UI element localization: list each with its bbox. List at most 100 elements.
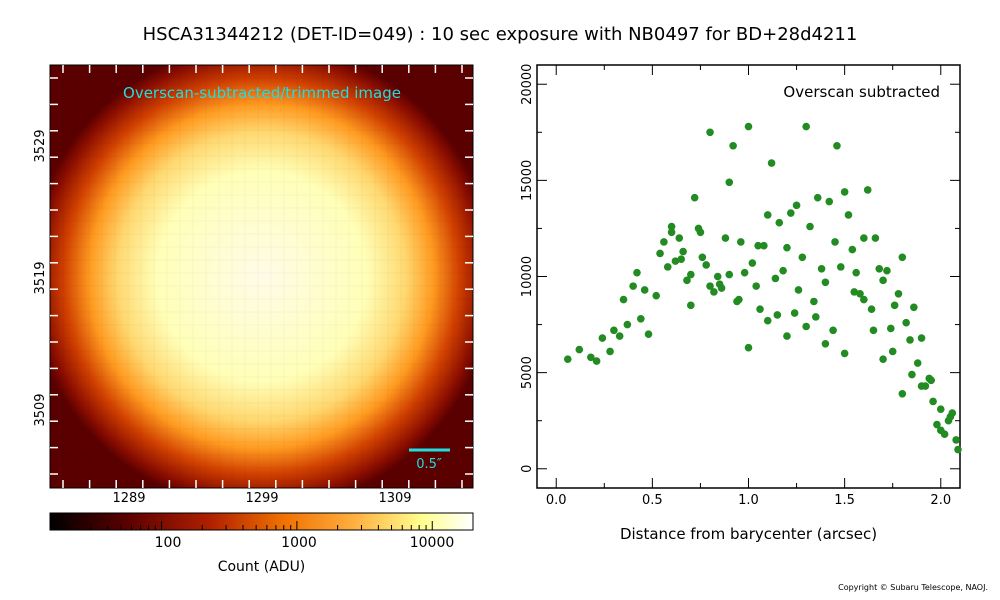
scatter-point xyxy=(821,339,830,348)
image-y-tick-3509: 3509 xyxy=(33,393,48,426)
colorbar-tick-10000: 10000 xyxy=(410,535,455,551)
scatter-point xyxy=(667,222,676,231)
scatter-point xyxy=(744,122,753,131)
scatter-point xyxy=(633,268,641,277)
scatter-point xyxy=(637,315,645,323)
scatter-point xyxy=(863,186,872,194)
y-tick-label: 15000 xyxy=(520,160,535,201)
scatter-point xyxy=(760,241,768,250)
image-frame xyxy=(49,64,474,489)
scatter-point xyxy=(883,266,891,275)
scatter-point xyxy=(735,295,743,304)
scatter-point xyxy=(698,253,707,262)
scatter-point xyxy=(821,278,830,287)
scatter-point xyxy=(867,305,876,313)
scatter-point xyxy=(740,268,749,277)
scatter-point xyxy=(879,355,887,363)
scatter-point xyxy=(840,188,849,196)
scatter-point xyxy=(886,324,895,333)
colorbar-gradient xyxy=(49,512,474,531)
scatter-point xyxy=(856,290,864,298)
scatter-point xyxy=(683,276,691,285)
scatter-point xyxy=(910,303,918,312)
scatter-point xyxy=(810,297,818,306)
scatter-point xyxy=(954,445,962,454)
image-x-tick-1309: 1309 xyxy=(378,491,411,506)
scatter-point xyxy=(833,141,841,150)
scatter-point xyxy=(615,332,624,340)
scatter-point xyxy=(825,197,834,206)
scatter-point xyxy=(779,266,787,275)
y-tick-label: 10000 xyxy=(520,256,535,297)
scatter-point xyxy=(946,413,955,421)
scatter-point xyxy=(598,334,607,342)
scatter-point xyxy=(913,359,922,367)
image-x-tick-1289: 1289 xyxy=(112,491,145,506)
scatter-point xyxy=(771,274,780,283)
scatter-point xyxy=(675,234,684,242)
scatter-point xyxy=(587,353,595,362)
scatter-point xyxy=(811,313,820,321)
scatter-point xyxy=(906,336,914,344)
scatter-point xyxy=(936,405,945,413)
scatter-point xyxy=(783,332,791,340)
scatter-point xyxy=(898,389,907,398)
scatter-point xyxy=(852,268,860,277)
scatter-point xyxy=(927,376,935,385)
image-label: Overscan-subtracted/trimmed image xyxy=(123,84,401,102)
x-tick-label: 2.0 xyxy=(930,493,951,508)
x-axis-label: Distance from barycenter (arcsec) xyxy=(619,525,878,543)
scatter-point xyxy=(663,263,672,271)
scatter-point xyxy=(767,159,776,167)
scatter-point xyxy=(908,370,916,379)
scatter-point xyxy=(706,128,714,137)
scatter-point xyxy=(721,234,730,242)
scatter-point xyxy=(952,436,960,444)
scale-bar-label: 0.5″ xyxy=(416,457,442,472)
pixel-grid xyxy=(50,65,473,488)
scatter-point xyxy=(869,326,878,335)
scatter-point xyxy=(713,272,722,281)
scatter-point xyxy=(679,247,687,256)
scatter-point xyxy=(606,347,614,356)
colorbar-tick-100: 100 xyxy=(155,535,182,551)
scatter-point xyxy=(798,253,807,262)
scatter-point xyxy=(888,347,897,356)
scatter-point xyxy=(623,320,632,329)
scatter-point xyxy=(752,282,760,290)
image-x-tick-1299: 1299 xyxy=(245,491,278,506)
scatter-point xyxy=(763,316,772,325)
x-tick-label: 0.5 xyxy=(642,493,663,508)
scatter-point xyxy=(563,355,572,363)
scatter-point xyxy=(790,309,799,317)
scatter-point xyxy=(890,301,899,310)
y-tick-label: 20000 xyxy=(520,64,535,105)
scatter-point xyxy=(787,209,795,217)
scatter-point xyxy=(725,270,734,279)
scatter-point xyxy=(813,193,822,202)
page-title: HSCA31344212 (DET-ID=049) : 10 sec expos… xyxy=(142,24,858,45)
scatter-point xyxy=(619,295,628,304)
scatter-point xyxy=(744,343,753,352)
scatter-point xyxy=(829,326,837,335)
scatter-point xyxy=(831,238,839,246)
scatter-point xyxy=(710,288,718,296)
y-tick-label: 5000 xyxy=(520,356,535,389)
scatter-point xyxy=(640,286,649,294)
scatter-point xyxy=(715,280,724,288)
scatter-point xyxy=(610,326,618,335)
scatter-point xyxy=(748,259,757,267)
image-tick-marks xyxy=(50,65,473,488)
scatter-point xyxy=(936,426,945,435)
scatter-point xyxy=(894,290,903,298)
scatter-point xyxy=(783,243,791,252)
scatter-point xyxy=(836,263,845,271)
scatter-point xyxy=(806,222,814,231)
scatter-point xyxy=(879,276,887,285)
scatter-panel: 0.0 0.5 1.0 1.5 2.0 0 5000 10000 15000 20000 Over… xyxy=(520,64,962,508)
plot-tick-labels: 0.0 0.5 1.0 1.5 2.0 0 5000 10000 15000 20000 xyxy=(520,64,951,508)
scatter-point xyxy=(817,265,826,273)
scatter-point xyxy=(696,228,705,237)
scatter-point xyxy=(802,322,810,331)
